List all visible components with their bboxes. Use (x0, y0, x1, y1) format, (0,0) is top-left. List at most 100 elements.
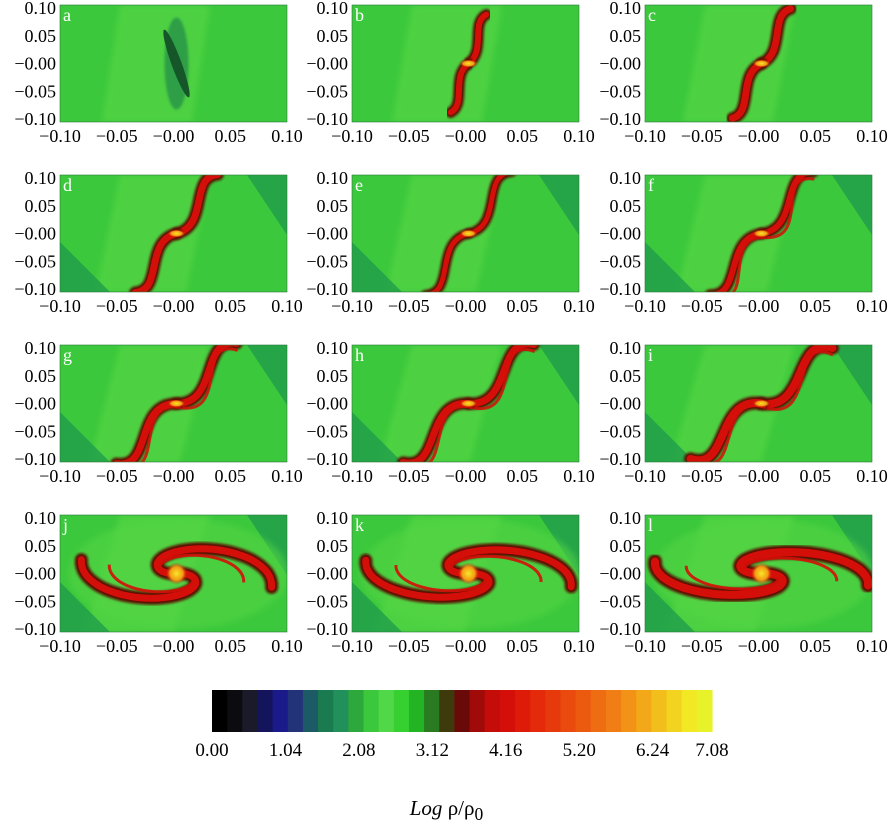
x-tick-label: 0.05 (507, 466, 539, 486)
x-tick-label: −0.05 (96, 296, 138, 316)
y-tick-label: 0.10 (25, 338, 57, 358)
panel-frame (59, 514, 288, 633)
y-tick-label: 0.05 (317, 196, 349, 216)
colorbar-swatch (363, 690, 380, 732)
x-tick-label: −0.10 (331, 296, 373, 316)
colorbar-swatch (621, 690, 637, 732)
panel-frame (644, 174, 873, 293)
y-tick-label: 0.10 (610, 0, 642, 18)
low-density-corner (539, 345, 579, 405)
density-arm (728, 60, 765, 122)
density-band (677, 175, 795, 292)
y-tick-label: 0.10 (317, 508, 349, 528)
low-density-corner (645, 242, 695, 292)
colorbar-swatch (545, 690, 562, 732)
y-tick-label: 0.10 (610, 508, 642, 528)
x-tick-label: 0.05 (215, 126, 247, 146)
x-tick-label: −0.10 (624, 126, 666, 146)
density-band (671, 345, 795, 462)
x-tick-label: −0.05 (681, 466, 723, 486)
panel-frame (644, 4, 873, 123)
panel-label: i (648, 345, 653, 365)
colorbar-swatch (696, 690, 713, 732)
panel-label: k (355, 515, 364, 535)
density-band (380, 345, 502, 462)
x-tick-label: 0.05 (800, 636, 832, 656)
density-core (167, 399, 186, 408)
x-tick-label: 0.05 (800, 466, 832, 486)
panel-label: l (648, 515, 653, 535)
x-tick-label: −0.05 (388, 466, 430, 486)
y-tick-label: 0.05 (25, 196, 57, 216)
colorbar-swatch (424, 690, 440, 732)
y-tick-label: −0.10 (306, 109, 348, 129)
density-core (165, 562, 188, 585)
x-tick-label: 0.05 (215, 296, 247, 316)
density-arm (757, 345, 837, 408)
colorbar-tick-label: 4.16 (489, 740, 522, 761)
x-tick-label: −0.00 (153, 636, 195, 656)
y-tick-label: −0.05 (14, 421, 56, 441)
y-tick-label: −0.10 (306, 449, 348, 469)
y-tick-label: −0.00 (599, 564, 641, 584)
panel-h: h 0.10 0.05 −0.00 −0.05 −0.10−0.10 −0.05 −0.00 0… (306, 338, 594, 486)
panel-d: d 0.10 0.05 −0.00 −0.05 −0.10−0.10 −0.05 −0.00 0… (14, 168, 302, 316)
y-tick-label: 0.10 (317, 168, 349, 188)
x-tick-label: −0.05 (388, 126, 430, 146)
panel-k: k 0.10 0.05 −0.00 −0.05 −0.10−0.10 −0.05 −0.00 0… (306, 508, 594, 656)
low-density-corner (60, 412, 110, 462)
secondary-arm (765, 177, 815, 240)
y-tick-label: −0.05 (306, 591, 348, 611)
colorbar-swatch (560, 690, 577, 732)
x-tick-label: −0.10 (39, 466, 81, 486)
density-band (96, 175, 210, 292)
density-band (90, 345, 210, 462)
y-tick-label: −0.10 (599, 279, 641, 299)
density-arm (465, 345, 538, 408)
panel-label: d (63, 175, 72, 195)
density-band (102, 5, 210, 122)
density-core (752, 399, 771, 408)
colorbar-tick-label: 5.20 (563, 740, 596, 761)
y-tick-label: −0.05 (14, 591, 56, 611)
colorbar-swatch (681, 690, 698, 732)
density-core (459, 59, 478, 68)
x-tick-label: 0.10 (563, 466, 595, 486)
inner-spiral-arm (684, 565, 780, 591)
y-tick-label: −0.05 (599, 81, 641, 101)
x-tick-label: 0.10 (856, 466, 888, 486)
x-tick-label: −0.00 (738, 296, 780, 316)
y-tick-label: −0.05 (599, 421, 641, 441)
panel-label: b (355, 5, 364, 25)
low-density-corner (832, 175, 872, 235)
colorbar: 0.00 1.04 2.08 3.12 4.16 5.20 6.24 7.08 (195, 690, 729, 761)
colorbar-label-log: Log (409, 796, 443, 820)
panel-label: g (63, 345, 72, 365)
panel-label: h (355, 345, 364, 365)
colorbar-swatch (302, 690, 319, 732)
x-tick-label: −0.05 (388, 636, 430, 656)
secondary-arm (765, 350, 834, 411)
low-density-corner (247, 345, 287, 405)
density-core (752, 229, 771, 238)
density-arm (131, 230, 180, 292)
colorbar-swatch (257, 690, 274, 732)
inner-spiral-arm (158, 553, 246, 583)
x-tick-label: −0.00 (738, 466, 780, 486)
x-tick-label: 0.05 (507, 636, 539, 656)
y-tick-label: 0.10 (610, 338, 642, 358)
y-tick-label: −0.05 (14, 251, 56, 271)
spiral-arm (651, 557, 787, 599)
x-tick-label: 0.05 (215, 636, 247, 656)
y-tick-label: 0.05 (610, 366, 642, 386)
y-tick-label: −0.05 (599, 591, 641, 611)
y-tick-label: −0.10 (14, 279, 56, 299)
colorbar-tick-label: 6.24 (636, 740, 670, 761)
colorbar-swatch (212, 690, 228, 732)
y-tick-label: −0.05 (599, 251, 641, 271)
y-tick-label: −0.10 (599, 109, 641, 129)
y-tick-label: 0.10 (25, 168, 57, 188)
y-tick-label: 0.10 (25, 0, 57, 18)
secondary-arm (697, 404, 766, 462)
x-tick-label: 0.10 (271, 466, 303, 486)
